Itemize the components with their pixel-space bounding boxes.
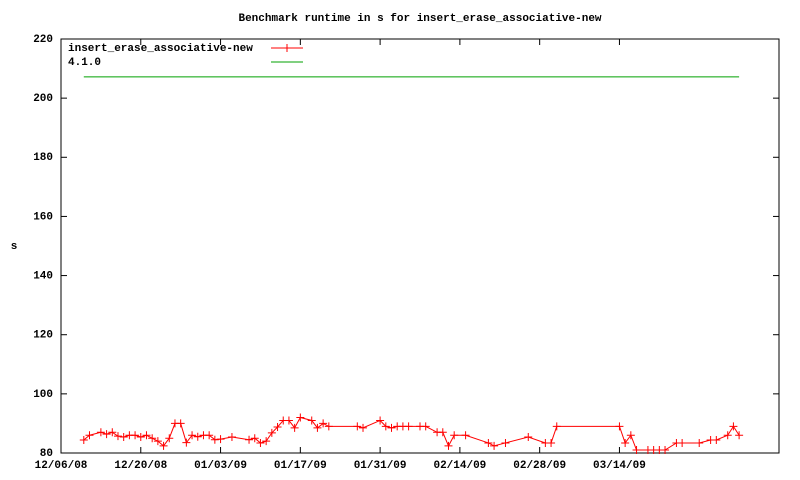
legend-label: 4.1.0 — [68, 57, 101, 69]
point-marker — [85, 431, 94, 440]
point-marker — [290, 423, 299, 432]
point-marker — [176, 419, 185, 428]
point-marker — [353, 422, 362, 431]
chart-title: Benchmark runtime in s for insert_erase_… — [238, 13, 601, 25]
y-tick-label: 180 — [33, 152, 53, 164]
point-marker — [735, 431, 744, 440]
point-marker — [210, 435, 219, 444]
point-marker — [404, 422, 413, 431]
point-marker — [626, 431, 635, 440]
point-marker — [450, 431, 459, 440]
point-marker — [205, 431, 214, 440]
point-marker — [313, 423, 322, 432]
point-marker — [723, 431, 732, 440]
point-marker — [484, 438, 493, 447]
y-tick-label: 100 — [33, 389, 53, 401]
point-marker — [552, 422, 561, 431]
x-tick-label: 02/28/09 — [513, 460, 566, 472]
point-marker — [193, 432, 202, 441]
point-marker — [96, 428, 105, 437]
point-marker — [216, 435, 225, 444]
point-marker — [615, 422, 624, 431]
point-marker — [438, 428, 447, 437]
y-axis-label: s — [11, 241, 18, 253]
point-marker — [250, 434, 259, 443]
y-tick-label: 220 — [33, 34, 53, 46]
point-marker — [712, 435, 721, 444]
point-marker — [324, 422, 333, 431]
point-marker — [102, 430, 111, 439]
point-marker — [262, 437, 271, 446]
x-tick-label: 03/14/09 — [593, 460, 646, 472]
point-marker — [245, 435, 254, 444]
point-marker — [79, 435, 88, 444]
point-marker — [113, 432, 122, 441]
point-marker — [108, 428, 117, 437]
point-marker — [188, 431, 197, 440]
point-marker — [153, 437, 162, 446]
x-tick-label: 01/31/09 — [354, 460, 407, 472]
point-marker — [136, 433, 145, 442]
point-marker — [729, 422, 738, 431]
point-marker — [387, 423, 396, 432]
point-marker — [678, 438, 687, 447]
point-marker — [695, 438, 704, 447]
point-marker — [284, 416, 293, 425]
point-marker — [444, 441, 453, 450]
y-tick-label: 140 — [33, 270, 53, 282]
point-marker — [307, 416, 316, 425]
point-marker — [632, 446, 641, 455]
point-marker — [148, 434, 157, 443]
y-tick-label: 120 — [33, 330, 53, 342]
legend-marker — [283, 44, 291, 52]
point-marker — [461, 431, 470, 440]
x-tick-label: 01/03/09 — [194, 460, 247, 472]
point-marker — [273, 422, 282, 431]
point-marker — [547, 438, 556, 447]
point-marker — [661, 446, 670, 455]
x-tick-label: 02/14/09 — [433, 460, 486, 472]
y-tick-label: 80 — [40, 448, 53, 460]
point-marker — [119, 433, 128, 442]
x-tick-label: 12/06/08 — [35, 460, 88, 472]
point-marker — [359, 423, 368, 432]
point-marker — [524, 433, 533, 442]
point-marker — [490, 441, 499, 450]
x-tick-label: 12/20/08 — [114, 460, 167, 472]
point-marker — [296, 413, 305, 422]
legend-label: insert_erase_associative-new — [68, 43, 253, 55]
x-tick-label: 01/17/09 — [274, 460, 327, 472]
point-marker — [621, 438, 630, 447]
plot-frame — [60, 38, 780, 454]
point-marker — [319, 419, 328, 428]
point-marker — [131, 431, 140, 440]
point-marker — [381, 422, 390, 431]
point-marker — [227, 433, 236, 442]
point-marker — [142, 431, 151, 440]
point-marker — [165, 434, 174, 443]
point-marker — [256, 438, 265, 447]
point-marker — [501, 438, 510, 447]
point-marker — [267, 428, 276, 437]
point-marker — [159, 441, 168, 450]
y-tick-label: 200 — [33, 93, 53, 105]
series-line — [83, 416, 740, 451]
y-tick-label: 160 — [33, 211, 53, 223]
point-marker — [182, 438, 191, 447]
point-marker — [376, 416, 385, 425]
point-marker — [421, 422, 430, 431]
